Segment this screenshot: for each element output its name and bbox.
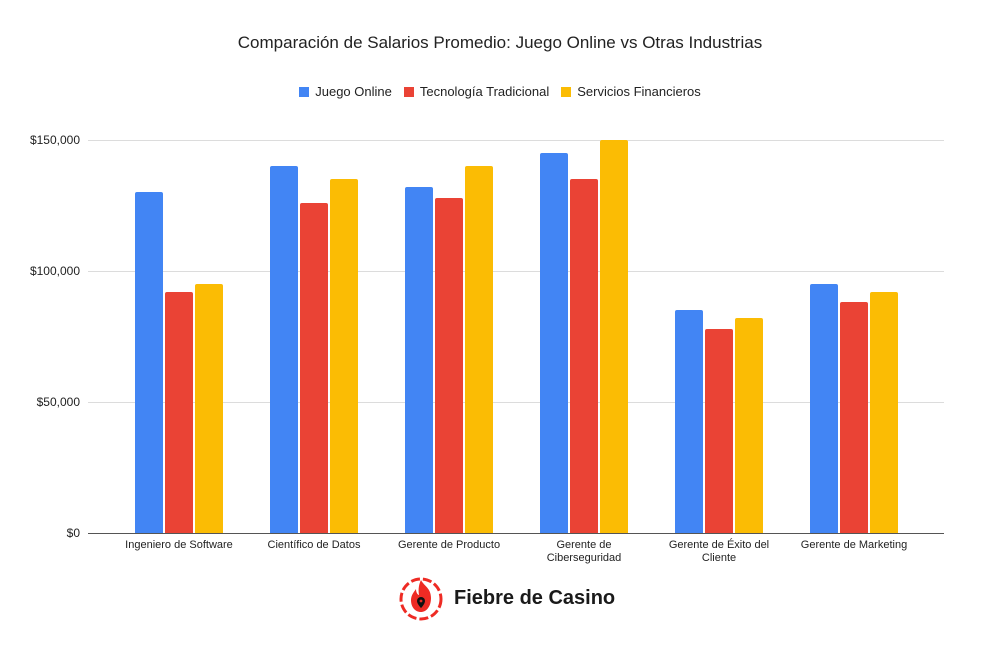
- bar[interactable]: [195, 284, 223, 533]
- bar[interactable]: [735, 318, 763, 533]
- bar[interactable]: [870, 291, 898, 533]
- x-tick-label: Gerente de Marketing: [800, 539, 908, 551]
- bar[interactable]: [300, 202, 328, 533]
- x-tick-label: Científico de Datos: [267, 539, 361, 551]
- gridline: [88, 271, 944, 272]
- plot-area: $0 $50,000 $100,000 $150,000 Ingeniero de So…: [30, 0, 944, 655]
- brand-logo: Fiebre de Casino: [398, 574, 615, 622]
- x-tick-label: Gerente de Ciberseguridad: [546, 539, 622, 564]
- y-tick-label: $0: [66, 526, 80, 540]
- flame-pin-icon: [399, 577, 443, 621]
- bar[interactable]: [840, 302, 868, 533]
- bar[interactable]: [465, 166, 493, 533]
- legend-item-juego-online[interactable]: Juego Online: [299, 84, 392, 99]
- y-tick-label: $150,000: [29, 133, 80, 147]
- y-tick-label: $100,000: [29, 264, 80, 278]
- legend-label: Tecnología Tradicional: [419, 84, 550, 99]
- legend-swatch-icon: [299, 86, 310, 97]
- legend-swatch-icon: [403, 86, 414, 97]
- x-tick-label: Gerente de Éxito del Cliente: [668, 539, 770, 564]
- chart-legend: Juego Online Tecnología Tradicional Serv…: [0, 84, 1000, 99]
- legend-label: Servicios Financieros: [577, 84, 701, 99]
- legend-item-servicios-financieros[interactable]: Servicios Financieros: [561, 84, 701, 99]
- legend-swatch-icon: [561, 86, 572, 97]
- bar[interactable]: [675, 310, 703, 533]
- bar[interactable]: [270, 166, 298, 533]
- x-tick-label: Ingeniero de Software: [125, 539, 233, 551]
- bar[interactable]: [600, 140, 628, 533]
- bar[interactable]: [135, 192, 163, 533]
- bar[interactable]: [405, 187, 433, 533]
- brand-name: Fiebre de Casino: [454, 586, 616, 609]
- x-tick-label: Gerente de Producto: [397, 539, 501, 551]
- x-axis-baseline: [88, 533, 944, 534]
- y-tick-label: $50,000: [36, 395, 80, 409]
- bar[interactable]: [165, 291, 193, 533]
- bar[interactable]: [705, 328, 733, 533]
- bar[interactable]: [570, 179, 598, 533]
- gridline: [88, 140, 944, 141]
- gridline: [88, 402, 944, 403]
- bar[interactable]: [540, 153, 568, 533]
- bar[interactable]: [810, 284, 838, 533]
- legend-label: Juego Online: [315, 84, 392, 99]
- bar[interactable]: [435, 197, 463, 533]
- bar[interactable]: [330, 179, 358, 533]
- legend-item-tecnologia-tradicional[interactable]: Tecnología Tradicional: [403, 84, 550, 99]
- chart-title: Comparación de Salarios Promedio: Juego …: [237, 33, 763, 52]
